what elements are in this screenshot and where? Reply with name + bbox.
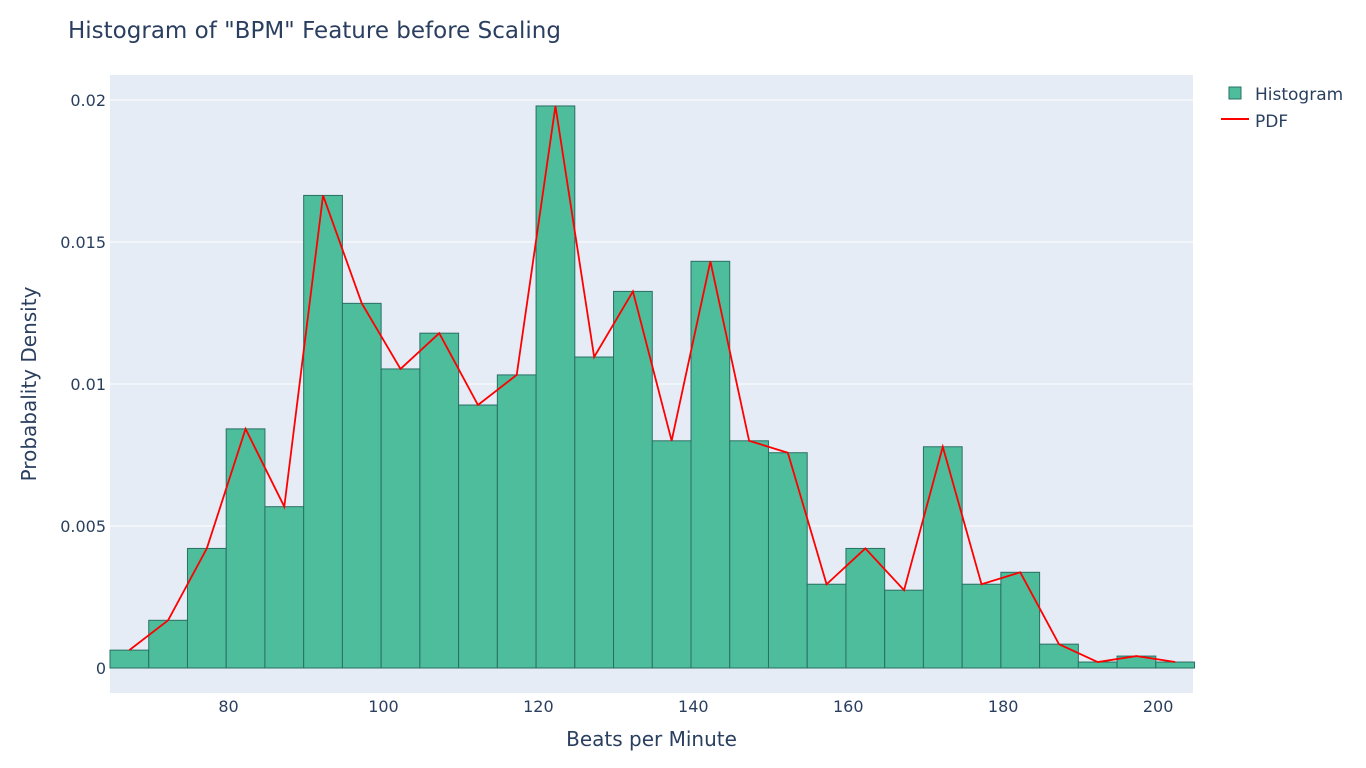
- histogram-bar: [1039, 643, 1079, 669]
- x-tick-label: 140: [678, 697, 709, 716]
- pdf-line: [128, 105, 1176, 663]
- legend-swatch-histogram: [1228, 86, 1242, 100]
- histogram-bar: [729, 440, 769, 669]
- histogram-bar: [458, 404, 498, 669]
- y-tick-label: 0.015: [60, 233, 106, 252]
- histogram-bar: [884, 589, 924, 669]
- y-tick-label: 0: [96, 659, 106, 678]
- histogram-bar: [419, 332, 460, 669]
- x-tick-label: 160: [833, 697, 864, 716]
- histogram-bar: [380, 368, 421, 669]
- histogram-bar: [109, 649, 150, 669]
- y-tick-label: 0.02: [70, 91, 106, 110]
- x-tick-label: 200: [1143, 697, 1174, 716]
- histogram-bar: [496, 374, 537, 669]
- histogram-bars: [109, 105, 1196, 669]
- chart-title: Histogram of "BPM" Feature before Scalin…: [68, 18, 561, 44]
- histogram-bar: [651, 440, 692, 669]
- histogram-bar: [341, 302, 382, 669]
- x-axis-title: Beats per Minute: [566, 727, 737, 751]
- histogram-bar: [225, 428, 266, 669]
- histogram-bar: [767, 452, 808, 669]
- y-axis-ticks: 0 0.005 0.01 0.015 0.02: [60, 91, 106, 678]
- y-tick-label: 0.01: [70, 375, 106, 394]
- histogram-bar: [922, 446, 963, 669]
- histogram-bar: [1000, 571, 1041, 669]
- legend[interactable]: Histogram PDF: [1221, 85, 1343, 132]
- histogram-bar: [148, 619, 188, 669]
- histogram-bar: [845, 547, 886, 669]
- histogram-bar: [806, 583, 847, 669]
- histogram-bar: [1155, 661, 1196, 669]
- x-tick-label: 80: [218, 697, 238, 716]
- histogram-bar: [574, 356, 615, 669]
- x-tick-label: 120: [523, 697, 554, 716]
- legend-label-pdf: PDF: [1255, 112, 1288, 132]
- histogram-bar: [264, 506, 305, 669]
- y-axis-title: Probabality Density: [17, 286, 41, 481]
- histogram-bar: [186, 547, 227, 669]
- y-tick-label: 0.005: [60, 517, 106, 536]
- histogram-bar: [613, 290, 653, 669]
- x-tick-label: 180: [988, 697, 1019, 716]
- histogram-bar: [961, 583, 1002, 669]
- histogram-bar: [303, 194, 343, 669]
- legend-label-histogram: Histogram: [1255, 85, 1343, 105]
- x-tick-label: 100: [368, 697, 399, 716]
- x-axis-ticks: 80 100 120 140 160 180 200: [218, 697, 1173, 716]
